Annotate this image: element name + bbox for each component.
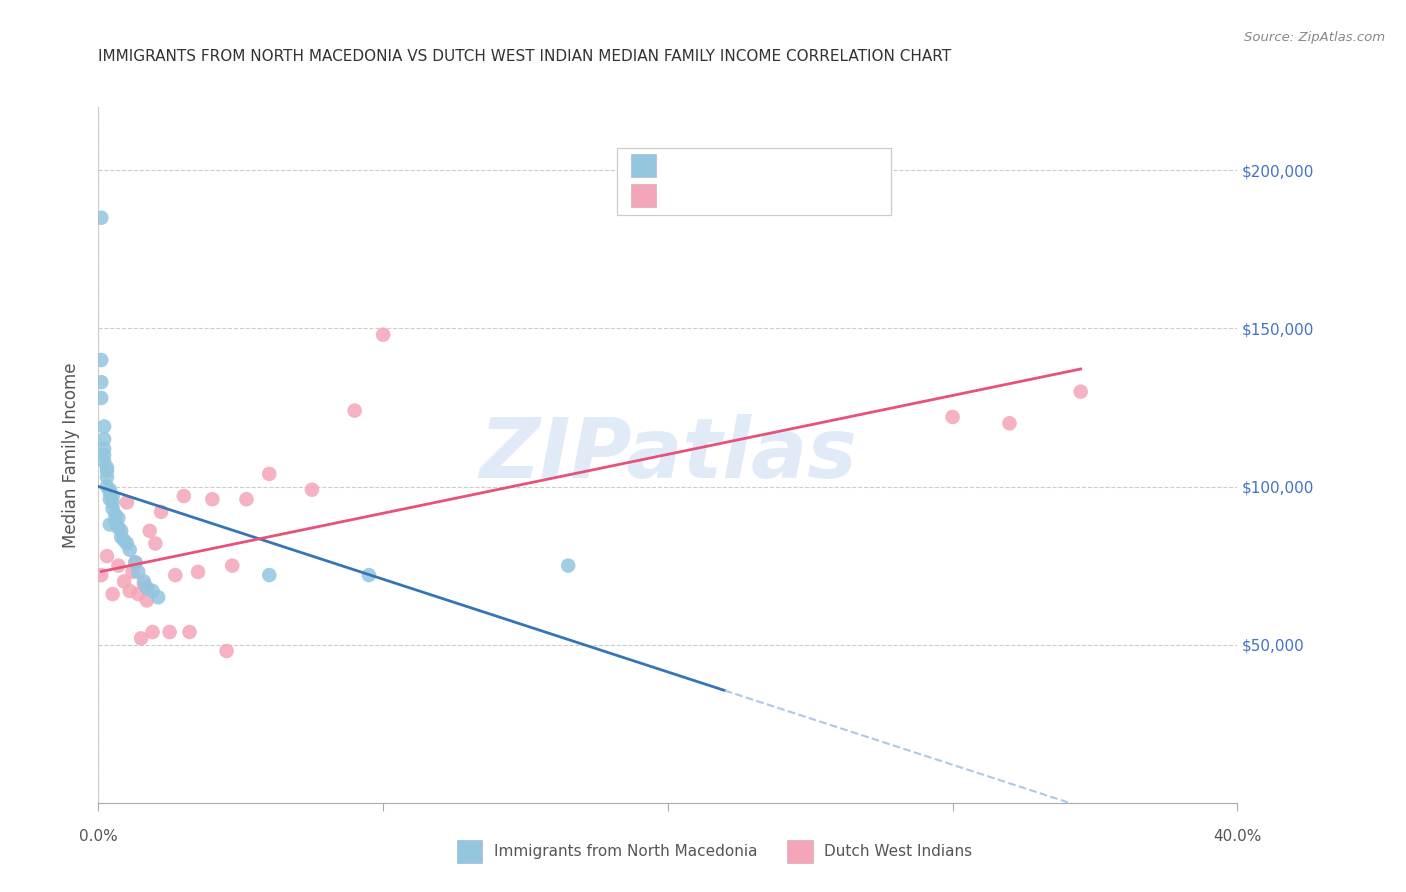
Point: [101, 495, 124, 509]
Point: [90, 353, 112, 368]
Point: [115, 495, 138, 509]
Point: [96, 470, 118, 484]
Point: [93, 432, 115, 446]
Point: [98, 517, 121, 532]
Point: [221, 558, 243, 573]
Point: [90, 211, 112, 225]
Point: [259, 568, 281, 582]
Point: [343, 403, 366, 417]
Point: [96, 479, 118, 493]
Point: [165, 568, 187, 582]
Point: [96, 549, 118, 563]
Point: [107, 511, 129, 525]
Point: [124, 556, 146, 570]
Point: [93, 454, 115, 468]
Text: Dutch West Indians: Dutch West Indians: [824, 845, 972, 859]
Point: [98, 483, 121, 497]
Point: [112, 533, 135, 548]
Point: [357, 568, 380, 582]
Text: Immigrants from North Macedonia: Immigrants from North Macedonia: [494, 845, 756, 859]
Point: [110, 530, 132, 544]
Text: R = -0.069: R = -0.069: [668, 158, 758, 173]
Text: N = 38: N = 38: [787, 158, 841, 173]
Point: [159, 625, 181, 640]
Point: [107, 521, 129, 535]
Point: [138, 524, 160, 538]
Point: [90, 568, 112, 582]
Text: N = 33: N = 33: [787, 187, 841, 202]
Point: [942, 409, 965, 424]
Point: [141, 625, 163, 640]
Point: [110, 524, 132, 538]
Point: [179, 625, 201, 640]
Point: [101, 587, 124, 601]
Point: [132, 577, 155, 591]
Point: [301, 483, 323, 497]
Point: [118, 542, 141, 557]
Point: [96, 460, 118, 475]
Point: [173, 489, 195, 503]
Point: [104, 514, 127, 528]
Text: R =  0.490: R = 0.490: [668, 187, 758, 202]
Point: [187, 565, 209, 579]
Text: Source: ZipAtlas.com: Source: ZipAtlas.com: [1244, 31, 1385, 45]
Point: [90, 391, 112, 405]
Point: [557, 558, 579, 573]
Point: [145, 536, 167, 550]
Point: [148, 591, 170, 605]
Point: [201, 492, 224, 507]
Point: [998, 417, 1021, 431]
Point: [121, 565, 143, 579]
Point: [127, 565, 149, 579]
Text: ZIPatlas: ZIPatlas: [479, 415, 856, 495]
Point: [127, 587, 149, 601]
Text: 0.0%: 0.0%: [79, 829, 118, 844]
Point: [235, 492, 257, 507]
Point: [112, 574, 135, 589]
Point: [259, 467, 281, 481]
Point: [90, 375, 112, 389]
Point: [215, 644, 238, 658]
Point: [1070, 384, 1092, 399]
Point: [141, 583, 163, 598]
Point: [93, 419, 115, 434]
Point: [107, 558, 129, 573]
Point: [93, 442, 115, 456]
Point: [135, 593, 157, 607]
Point: [373, 327, 395, 342]
Point: [96, 464, 118, 478]
Point: [118, 583, 141, 598]
Point: [101, 489, 124, 503]
Text: 40.0%: 40.0%: [1213, 829, 1261, 844]
Y-axis label: Median Family Income: Median Family Income: [62, 362, 80, 548]
Point: [124, 556, 146, 570]
Point: [115, 536, 138, 550]
Text: IMMIGRANTS FROM NORTH MACEDONIA VS DUTCH WEST INDIAN MEDIAN FAMILY INCOME CORREL: IMMIGRANTS FROM NORTH MACEDONIA VS DUTCH…: [98, 49, 952, 64]
Point: [93, 448, 115, 462]
Point: [135, 581, 157, 595]
Point: [150, 505, 173, 519]
Point: [98, 492, 121, 507]
Point: [104, 508, 127, 522]
Point: [101, 501, 124, 516]
Point: [98, 486, 121, 500]
Point: [129, 632, 152, 646]
Point: [132, 574, 155, 589]
